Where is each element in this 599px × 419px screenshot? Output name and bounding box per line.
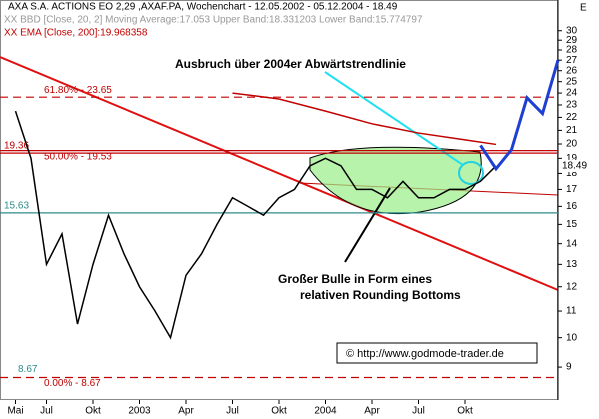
breakout-circle [458,161,484,185]
series-line [232,92,497,146]
y-tick-label: 13 [566,259,578,270]
x-tick-label: Okt [271,406,287,417]
x-tick-label: Apr [178,406,194,417]
series-line [479,59,560,172]
low-label: 8.67 [18,364,38,375]
y-tick-label: 23 [566,100,578,111]
y-tick-label: 21 [566,125,578,136]
x-tick-label: Jul [40,406,53,417]
copyright-box [336,342,538,364]
level-label: 19.36 [4,141,29,152]
x-tick-label: Apr [364,406,380,417]
y-tick-label: 20 [566,139,578,150]
y-tick-label: 28 [566,45,578,56]
y-tick-label: 17 [566,184,578,195]
annotation: Ausbruch über 2004er Abwärtstrendlinie [175,57,406,71]
series-line [14,110,497,340]
level-label: 50.00% - 19.53 [44,151,112,162]
y-tick-label: 16 [566,201,578,212]
last-price-box [559,159,599,172]
x-tick-label: Jul [412,406,425,417]
x-tick-label: Okt [85,406,101,417]
x-tick-label: Okt [457,406,473,417]
ema-label: XX EMA [Close, 200]:19.968358 [4,28,148,39]
x-tick-label: Jul [226,406,239,417]
y-tick-label: 14 [566,238,578,249]
y-tick-label: 29 [566,35,578,46]
subtitle: XX BBD [Close, 20, 2] Moving Average:17.… [4,15,423,26]
y-tick-label: 15 [566,219,578,230]
annotation: Großer Bulle in Form eines [278,272,432,286]
corner-label: E [580,3,587,14]
y-tick-label: 25 [566,76,578,87]
y-tick-label: 19 [566,153,578,164]
y-tick-label: 30 [566,25,578,36]
y-tick-label: 12 [566,281,578,292]
y-tick-label: 27 [566,55,578,66]
y-tick-label: 18 [566,168,578,179]
level-label: 61.80% - 23.65 [44,85,112,96]
y-tick-label: 10 [566,332,578,343]
plot-frame [0,0,558,400]
annotation: relativen Rounding Bottoms [300,288,461,302]
rounding-bottom [309,146,482,215]
x-tick-label: 2004 [314,406,337,417]
arrow [344,187,391,263]
trendline [0,56,559,291]
copyright: © http://www.godmode-trader.de [346,348,504,360]
level-label: 0.00% - 8.67 [44,378,101,389]
x-tick-label: Mai [7,406,23,417]
last-price: 18.49 [562,161,587,172]
x-tick-label: 2003 [128,406,151,417]
y-tick-label: 26 [566,65,578,76]
axis-panel [558,0,599,419]
y-tick-label: 22 [566,112,578,123]
arrow [324,71,464,166]
title: AXA S.A. ACTIONS EO 2,29 ,AXAF.PA, Woche… [8,2,398,13]
y-tick-label: 24 [566,88,578,99]
level-label: 15.63 [4,201,29,212]
y-tick-label: 9 [566,362,572,373]
y-tick-label: 11 [566,306,577,317]
